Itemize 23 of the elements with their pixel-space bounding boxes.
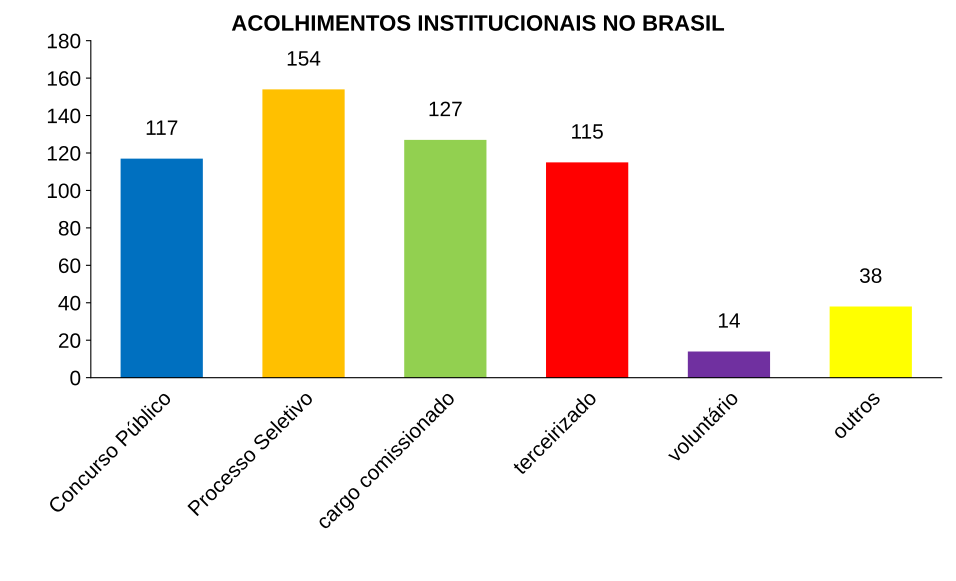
data-label: 127 <box>430 102 462 116</box>
y-tick-label: 180 <box>48 34 80 48</box>
y-tick-label: 120 <box>48 146 80 161</box>
y-tick-label: 80 <box>58 220 80 236</box>
data-label: 14 <box>718 313 740 328</box>
data-label: 38 <box>860 268 882 283</box>
bar <box>830 306 912 378</box>
data-label: 117 <box>146 120 178 135</box>
y-tick-label: 100 <box>48 183 80 198</box>
y-tick-label: 140 <box>48 108 80 124</box>
bar <box>120 158 203 378</box>
bar <box>262 89 345 378</box>
bar <box>546 162 628 378</box>
y-tick-label: 20 <box>58 333 80 348</box>
y-tick-label: 40 <box>58 296 80 311</box>
y-tick-label: 60 <box>58 258 80 274</box>
chart-title: ACOLHIMENTOS INSTITUCIONAIS NO BRASIL <box>232 15 724 31</box>
bar <box>404 140 486 378</box>
y-tick-label: 0 <box>70 370 80 386</box>
data-label: 115 <box>572 124 603 139</box>
y-tick-label: 160 <box>48 71 80 86</box>
data-label: 154 <box>288 51 320 66</box>
bar <box>688 351 770 378</box>
